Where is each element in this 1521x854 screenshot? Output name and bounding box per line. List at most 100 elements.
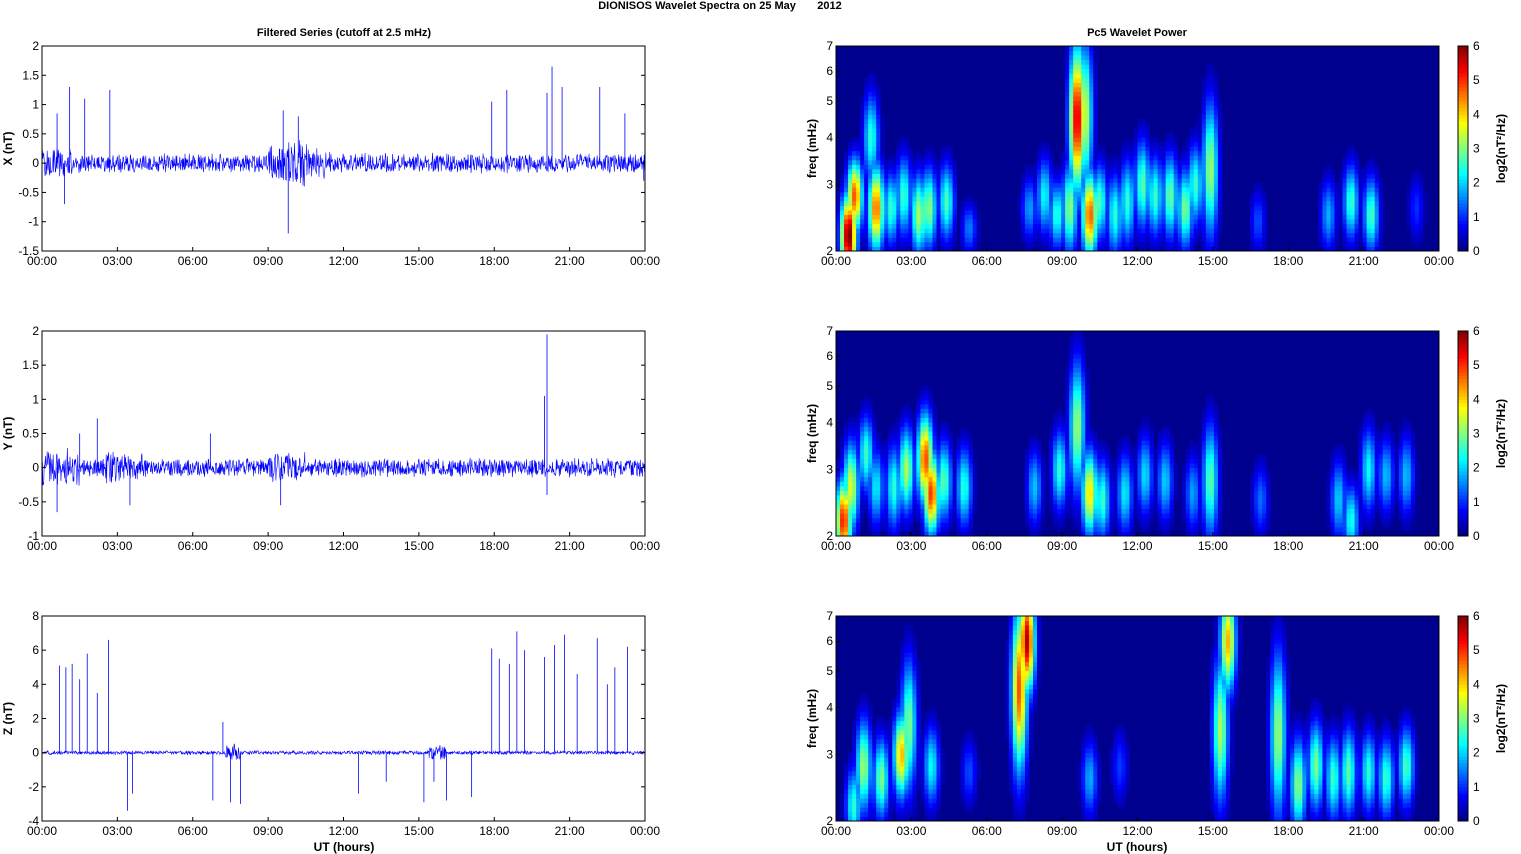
spectrogram-cell: [1402, 440, 1408, 446]
spectrogram-cell: [1081, 59, 1086, 65]
spectrogram-cell: [1085, 246, 1090, 252]
spectrogram-cell: [1137, 150, 1142, 156]
spectrogram-cell: [1209, 105, 1215, 111]
spectrogram-cell: [1326, 508, 1331, 514]
spectrogram-cell: [1258, 513, 1263, 519]
ytick-label: -2: [28, 780, 39, 794]
spectrogram-cell: [1113, 173, 1118, 179]
spectrogram-cell: [1189, 150, 1195, 156]
spectrogram-cell: [1262, 458, 1267, 464]
spectrogram-cell: [1081, 159, 1086, 165]
spectrogram-cell: [924, 191, 929, 197]
spectrogram-cell: [840, 513, 845, 519]
spectrogram-cell: [1085, 522, 1090, 528]
spectrogram-cell: [1037, 187, 1042, 193]
spectrogram-cell: [1390, 463, 1396, 469]
spectrogram-cell: [1354, 182, 1359, 188]
spectrogram-cell: [1366, 495, 1372, 500]
spectrogram-cell: [1077, 114, 1082, 120]
spectrogram-cell: [960, 522, 966, 528]
spectrogram-cell: [1193, 169, 1199, 174]
spectrogram-cell: [1085, 513, 1090, 519]
spectrogram-cell: [1145, 164, 1150, 170]
spectrogram-cell: [1406, 467, 1412, 473]
spectrogram-cell: [1089, 246, 1094, 252]
spectrogram-cell: [844, 467, 849, 473]
spectrogram-cell: [1354, 495, 1359, 500]
spectrogram-cell: [904, 214, 909, 220]
spectrogram-cell: [1165, 182, 1171, 188]
spectrogram-cell: [1077, 214, 1082, 220]
spectrogram-cell: [1334, 513, 1339, 519]
spectrogram-cell: [940, 467, 945, 473]
spectrogram-cell: [1370, 472, 1376, 478]
spectrogram-cell: [1213, 105, 1219, 111]
spectrogram-cell: [1189, 237, 1195, 243]
spectrogram-cell: [864, 82, 869, 88]
spectrogram-cell: [1350, 178, 1355, 184]
spectrogram-cell: [1105, 214, 1110, 220]
spectrogram-cell: [1053, 454, 1058, 459]
spectrogram-cell: [1089, 150, 1094, 156]
spectrogram-cell: [1057, 490, 1062, 496]
spectrogram-cell: [1037, 495, 1042, 500]
spectrogram-cell: [1121, 228, 1126, 234]
spectrogram-cell: [1177, 155, 1183, 161]
spectrogram-cell: [1085, 219, 1090, 225]
spectrogram-cell: [1109, 531, 1114, 537]
spectrogram-cell: [1037, 522, 1042, 528]
spectrogram-cell: [1053, 481, 1058, 487]
spectrogram-cell: [840, 472, 845, 478]
spectrogram-cell: [1041, 485, 1046, 491]
spectrogram-cell: [860, 210, 865, 215]
spectrogram-cell: [952, 191, 957, 197]
spectrogram-cell: [1077, 64, 1082, 70]
spectrogram-cell: [1125, 522, 1130, 528]
spectrogram-cell: [840, 232, 845, 238]
spectrogram-cell: [1032, 522, 1038, 528]
spectrogram-cell: [1105, 526, 1110, 532]
spectrogram-cell: [1069, 219, 1074, 225]
spectrogram-cell: [1374, 205, 1380, 211]
spectrogram-cell: [1197, 159, 1203, 165]
colorbar-band: [1458, 165, 1468, 170]
spectrogram-cell: [1085, 205, 1090, 211]
spectrogram-cell: [1101, 504, 1106, 510]
spectrogram-cell: [840, 191, 845, 197]
spectrogram-cell: [892, 196, 897, 202]
spectrogram-cell: [1053, 200, 1058, 206]
spectrogram-cell: [900, 454, 905, 459]
spectrogram-cell: [1069, 196, 1074, 202]
spectrogram-cell: [1073, 169, 1078, 174]
spectrogram-cell: [1097, 449, 1102, 455]
spectrogram-cell: [916, 214, 921, 220]
spectrogram-cell: [836, 472, 841, 478]
spectrogram-cell: [1205, 495, 1211, 500]
spectrogram-cell: [908, 504, 913, 510]
spectrogram-cell: [1169, 219, 1175, 225]
spectrogram-cell: [1394, 449, 1400, 455]
colorbar-band: [1458, 192, 1468, 197]
spectrogram-cell: [1378, 449, 1384, 455]
spectrogram-cell: [944, 237, 949, 243]
spectrogram-cell: [920, 504, 925, 510]
spectrogram-cell: [868, 87, 873, 92]
spectrogram-cell: [1394, 499, 1400, 505]
spectrogram-cell: [896, 499, 901, 505]
spectrogram-cell: [864, 210, 869, 215]
spectrogram-cell: [1197, 123, 1203, 129]
spectrogram-cell: [1262, 228, 1267, 234]
spectrogram-cell: [1024, 476, 1030, 482]
spectrogram-cell: [1350, 232, 1355, 238]
spectrogram-cell: [900, 191, 905, 197]
spectrogram-cell: [1366, 228, 1372, 234]
spectrogram-cell: [1346, 196, 1351, 202]
spectrogram-cell: [940, 490, 945, 496]
spectrogram-cell: [848, 499, 853, 505]
spectrogram-cell: [1028, 449, 1034, 455]
spectrogram-cell: [1093, 210, 1098, 215]
spectrogram-cell: [1109, 499, 1114, 505]
spectrogram-cell: [1129, 182, 1134, 188]
spectrogram-cell: [1213, 463, 1219, 469]
